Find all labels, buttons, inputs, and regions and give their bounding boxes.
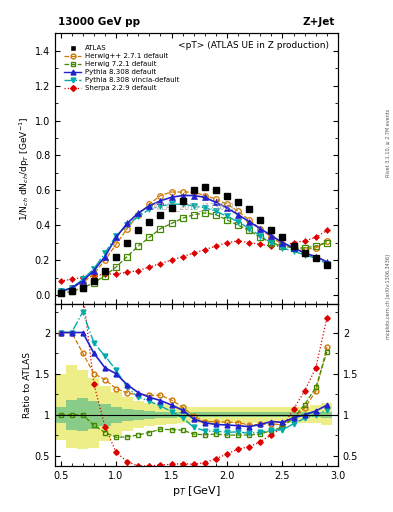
Text: ATLAS_2019_I1736531: ATLAS_2019_I1736531 [153, 202, 240, 211]
Text: Z+Jet: Z+Jet [303, 16, 335, 27]
Text: mcplots.cern.ch [arXiv:1306.3436]: mcplots.cern.ch [arXiv:1306.3436] [386, 254, 391, 339]
X-axis label: p$_T$ [GeV]: p$_T$ [GeV] [172, 483, 221, 498]
Text: Rivet 3.1.10, ≥ 2.7M events: Rivet 3.1.10, ≥ 2.7M events [386, 109, 391, 178]
Text: 13000 GeV pp: 13000 GeV pp [58, 16, 140, 27]
Y-axis label: 1/N$_{ch}$ dN$_{ch}$/dp$_T$ [GeV$^{-1}$]: 1/N$_{ch}$ dN$_{ch}$/dp$_T$ [GeV$^{-1}$] [18, 116, 32, 221]
Text: <pT> (ATLAS UE in Z production): <pT> (ATLAS UE in Z production) [178, 41, 329, 50]
Y-axis label: Ratio to ATLAS: Ratio to ATLAS [23, 352, 32, 418]
Legend: ATLAS, Herwig++ 2.7.1 default, Herwig 7.2.1 default, Pythia 8.308 default, Pythi: ATLAS, Herwig++ 2.7.1 default, Herwig 7.… [61, 42, 182, 94]
